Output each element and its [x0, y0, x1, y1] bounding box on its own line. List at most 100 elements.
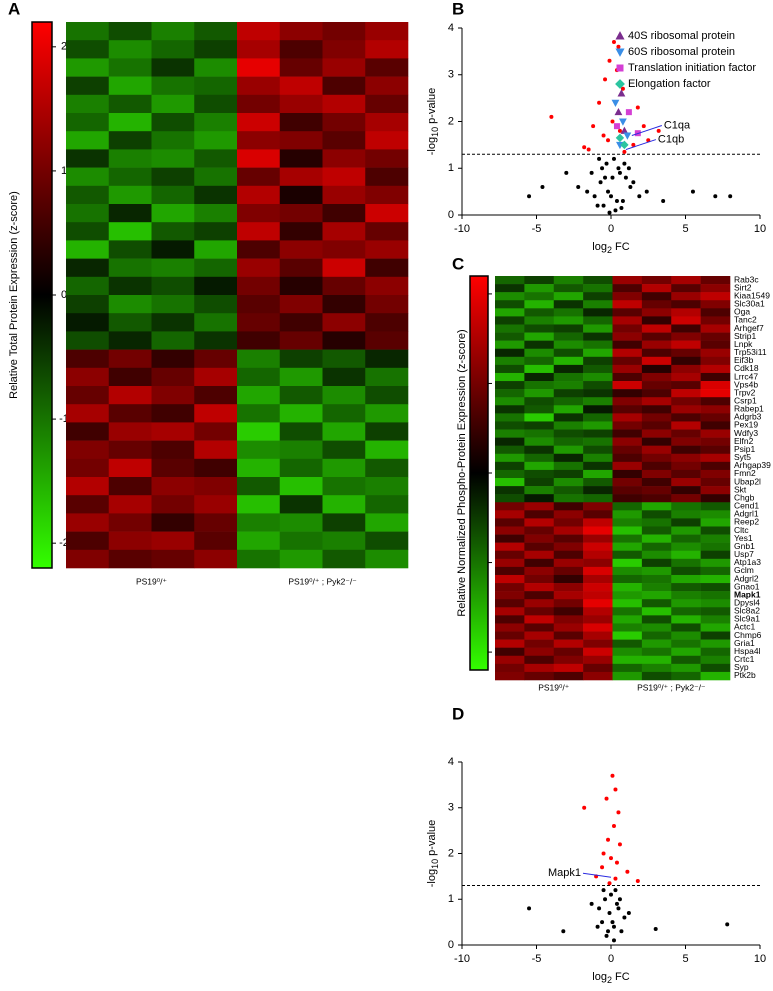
heatmap-cell — [495, 413, 525, 422]
heatmap-cell — [612, 663, 643, 673]
heatmap-cell — [553, 453, 584, 463]
heatmap-cell — [322, 386, 366, 405]
xlabel-sub: 2 — [607, 245, 612, 255]
heatmap-cell — [671, 510, 701, 519]
heatmap-cell — [66, 76, 110, 96]
heatmap-cell — [553, 615, 584, 624]
heatmap-cell — [612, 348, 643, 358]
heatmap-cell — [66, 440, 110, 460]
heatmap-cell — [237, 167, 281, 187]
heatmap-cell — [495, 631, 525, 640]
point — [603, 77, 608, 82]
heatmap-cell — [700, 663, 731, 673]
heatmap-cell — [365, 22, 409, 41]
heatmap-cell — [365, 404, 409, 423]
heatmap-cell — [641, 445, 672, 455]
heatmap-cell — [700, 364, 731, 374]
colorbar — [469, 275, 489, 671]
heatmap-cell — [237, 149, 281, 168]
heatmap-cell — [66, 167, 110, 187]
heatmap-cell — [495, 405, 525, 414]
heatmap-cell — [495, 332, 525, 341]
heatmap-cell — [279, 495, 323, 514]
y-tick-label: 2 — [448, 847, 454, 859]
heatmap-cell — [612, 615, 643, 624]
heatmap-cell — [365, 349, 409, 369]
point — [661, 198, 666, 203]
heatmap-cell — [151, 22, 195, 41]
heatmap-cell — [700, 542, 731, 552]
heatmap-cell — [237, 404, 281, 423]
point — [620, 198, 625, 203]
heatmap-cell — [583, 356, 613, 366]
heatmap-cell — [583, 599, 613, 608]
point — [622, 149, 627, 154]
heatmap-cell — [151, 404, 195, 423]
heatmap-cell — [151, 40, 195, 59]
heatmap-cell — [151, 204, 195, 223]
row-label: Arhgap39 — [734, 460, 771, 470]
point — [611, 938, 616, 943]
heatmap-cell — [583, 526, 613, 535]
heatmap-cell — [700, 607, 731, 616]
heatmap-cell — [66, 94, 110, 114]
heatmap-cell — [524, 607, 555, 616]
heatmap-cell — [237, 240, 281, 259]
heatmap-cell — [279, 240, 323, 259]
heatmap-cell — [495, 671, 525, 681]
heatmap-cell — [700, 397, 731, 406]
heatmap-cell — [365, 477, 409, 496]
heatmap-cell — [237, 131, 281, 150]
heatmap-cell — [612, 655, 643, 665]
heatmap-cell — [641, 591, 672, 600]
heatmap-cell — [66, 477, 110, 496]
heatmap-cell — [612, 526, 643, 535]
point — [641, 124, 646, 129]
heatmap-cell — [495, 486, 525, 495]
point — [646, 138, 651, 143]
heatmap-cell — [66, 386, 110, 405]
heatmap-cell — [641, 437, 672, 446]
heatmap-cell — [612, 421, 643, 430]
heatmap-cell — [553, 599, 584, 608]
heatmap-cell — [612, 381, 643, 390]
heatmap-cell — [279, 185, 323, 205]
heatmap-cell — [583, 566, 613, 576]
heatmap-cell — [194, 331, 238, 350]
heatmap-cell — [700, 502, 731, 511]
annotation-line — [582, 872, 612, 878]
heatmap-cell — [194, 113, 238, 132]
heatmap-cell — [583, 639, 613, 648]
heatmap-cell — [583, 671, 613, 681]
heatmap-cell — [322, 76, 366, 96]
heatmap-cell — [612, 510, 643, 519]
heatmap-cell — [671, 469, 701, 479]
heatmap-cell — [194, 149, 238, 168]
heatmap-cell — [612, 591, 643, 600]
heatmap-cell — [524, 478, 555, 487]
ylabel-sub: 10 — [430, 859, 440, 869]
heatmap-cell — [612, 542, 643, 552]
heatmap-cell — [641, 469, 672, 479]
heatmap-cell — [583, 550, 613, 560]
heatmap-cell — [612, 599, 643, 608]
heatmap-cell — [66, 513, 110, 532]
heatmap-cell — [641, 356, 672, 366]
heatmap-cell — [641, 647, 672, 657]
heatmap-cell — [151, 131, 195, 150]
heatmap-cell — [524, 534, 555, 543]
heatmap-cell — [495, 502, 525, 511]
point — [616, 64, 624, 72]
heatmap-cell — [108, 58, 152, 77]
point — [527, 906, 532, 911]
heatmap-cell — [66, 331, 110, 350]
heatmap-cell — [495, 453, 525, 463]
heatmap-cell — [66, 22, 110, 41]
heatmap-cell — [612, 518, 643, 527]
row-label: Gnao1 — [734, 581, 760, 591]
heatmap-cell — [553, 655, 584, 665]
heatmap-cell — [279, 167, 323, 187]
heatmap-cell — [279, 313, 323, 332]
point — [611, 824, 616, 829]
heatmap-cell — [151, 495, 195, 514]
